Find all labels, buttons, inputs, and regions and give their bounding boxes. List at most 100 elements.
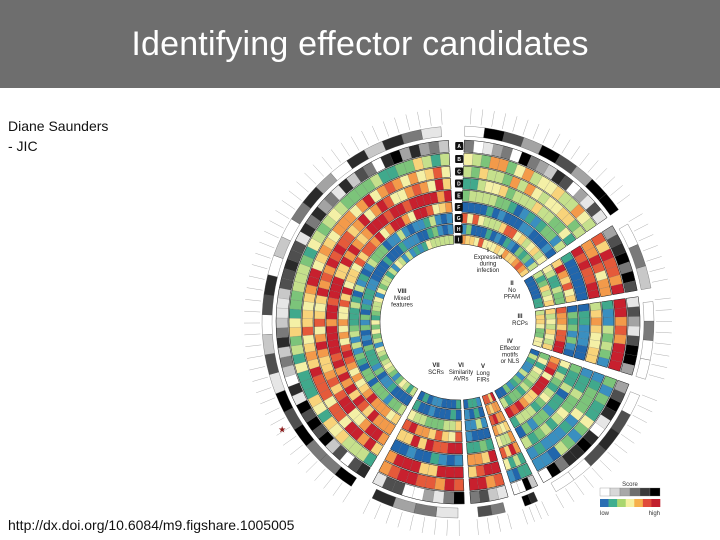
heat-cell bbox=[556, 312, 568, 320]
legend-color-swatch bbox=[625, 499, 635, 507]
heat-cell bbox=[446, 213, 453, 224]
ring-outline bbox=[468, 472, 505, 491]
heat-cell bbox=[614, 325, 628, 336]
ring-key-box bbox=[455, 142, 464, 151]
legend-color-swatch bbox=[617, 499, 627, 507]
heat-cell bbox=[455, 399, 462, 410]
heat-cell bbox=[613, 334, 627, 345]
heat-cell bbox=[467, 453, 476, 466]
gene-name-tick bbox=[265, 407, 280, 415]
gene-name-tick bbox=[574, 481, 585, 496]
gene-name-tick bbox=[264, 231, 279, 239]
gene-name-tick bbox=[255, 252, 271, 259]
annotation-band-cell bbox=[413, 503, 438, 517]
heat-cell bbox=[448, 431, 456, 443]
segment-VI bbox=[463, 396, 512, 536]
heat-cell bbox=[545, 324, 557, 330]
heat-cell bbox=[337, 312, 349, 320]
ring-outline bbox=[348, 212, 454, 416]
ring-outline bbox=[573, 303, 591, 361]
ring-outline bbox=[560, 251, 589, 302]
gene-name-tick bbox=[246, 287, 263, 291]
legend-gray-swatch bbox=[599, 487, 611, 497]
heat-cell bbox=[454, 442, 463, 455]
gene-name-tick bbox=[627, 424, 641, 434]
ring-outline bbox=[552, 306, 568, 355]
heat-cell bbox=[461, 201, 469, 213]
gene-name-tick bbox=[561, 139, 571, 154]
gene-name-tick bbox=[312, 164, 324, 177]
ring-key-B: B bbox=[455, 155, 464, 164]
heat-cell bbox=[535, 314, 546, 320]
segment-caption-line: Effector bbox=[500, 346, 521, 352]
annotation-band-cell bbox=[267, 255, 284, 278]
annotation-band-cell bbox=[550, 471, 575, 492]
gene-name-tick bbox=[642, 394, 658, 402]
heat-cell bbox=[288, 308, 302, 319]
ring-outline bbox=[514, 363, 583, 439]
heat-cell bbox=[313, 326, 326, 335]
ring-outline bbox=[481, 391, 497, 406]
heat-cell bbox=[468, 477, 479, 491]
heat-cell bbox=[275, 317, 289, 329]
heat-cell bbox=[578, 324, 591, 333]
ring-outline bbox=[525, 371, 605, 461]
legend-color-swatch bbox=[642, 499, 652, 507]
ring-outline bbox=[590, 232, 625, 296]
annotation-band-cell bbox=[435, 506, 459, 519]
heat-cell bbox=[462, 178, 471, 190]
gene-name-tick bbox=[487, 517, 490, 534]
heat-cell bbox=[455, 431, 463, 443]
gene-name-tick bbox=[362, 499, 371, 514]
gene-name-tick bbox=[579, 152, 590, 166]
heat-cell bbox=[288, 318, 302, 328]
ring-key-box bbox=[454, 235, 463, 244]
ring-outline bbox=[541, 263, 566, 306]
heat-cell bbox=[471, 153, 483, 167]
ring-outline bbox=[395, 428, 463, 455]
gene-name-tick bbox=[542, 128, 550, 144]
ring-outline bbox=[495, 430, 517, 448]
gene-name-tick bbox=[251, 264, 268, 269]
heat-cell bbox=[428, 140, 440, 155]
heat-cell bbox=[313, 310, 326, 320]
heat-cell bbox=[602, 317, 615, 326]
gene-name-tick bbox=[428, 109, 432, 126]
slide-title-bar: Identifying effector candidates bbox=[0, 0, 720, 88]
annotation-band-cell bbox=[521, 494, 532, 507]
gene-name-tick bbox=[332, 482, 343, 496]
annotation-band-cell bbox=[269, 371, 286, 395]
gene-name-tick bbox=[583, 475, 594, 488]
segment-caption-line: Expressed bbox=[474, 255, 502, 261]
heat-cell bbox=[578, 317, 591, 326]
heat-cell bbox=[463, 153, 474, 166]
ring-outline bbox=[275, 139, 450, 479]
heat-cell bbox=[302, 334, 315, 345]
gene-name-tick bbox=[637, 405, 653, 413]
heat-cell bbox=[432, 166, 443, 180]
annotation-band-cell bbox=[371, 488, 397, 507]
heat-cell bbox=[462, 190, 470, 202]
gene-name-tick bbox=[296, 181, 309, 193]
gene-name-tick bbox=[591, 467, 603, 480]
heat-cell bbox=[437, 453, 448, 466]
segment-numeral: VIII bbox=[397, 289, 406, 295]
heat-cell bbox=[370, 315, 381, 321]
segment-VII bbox=[362, 390, 465, 536]
heat-cell bbox=[567, 311, 579, 319]
annotation-band-cell bbox=[392, 497, 417, 514]
heat-cell bbox=[430, 153, 442, 168]
heat-cell bbox=[438, 140, 450, 154]
ring-outline bbox=[494, 348, 541, 400]
gene-name-tick bbox=[528, 506, 535, 522]
heat-cell bbox=[302, 301, 315, 311]
segment-caption-line: SCRs bbox=[428, 370, 444, 376]
ring-outline bbox=[313, 177, 452, 446]
gene-name-tick bbox=[249, 366, 266, 371]
segment-caption-line: Long bbox=[476, 371, 489, 377]
gene-name-tick bbox=[342, 488, 352, 503]
doi-link[interactable]: http://dx.doi.org/10.6084/m9.figshare.10… bbox=[8, 517, 295, 533]
gene-name-tick bbox=[259, 241, 275, 249]
